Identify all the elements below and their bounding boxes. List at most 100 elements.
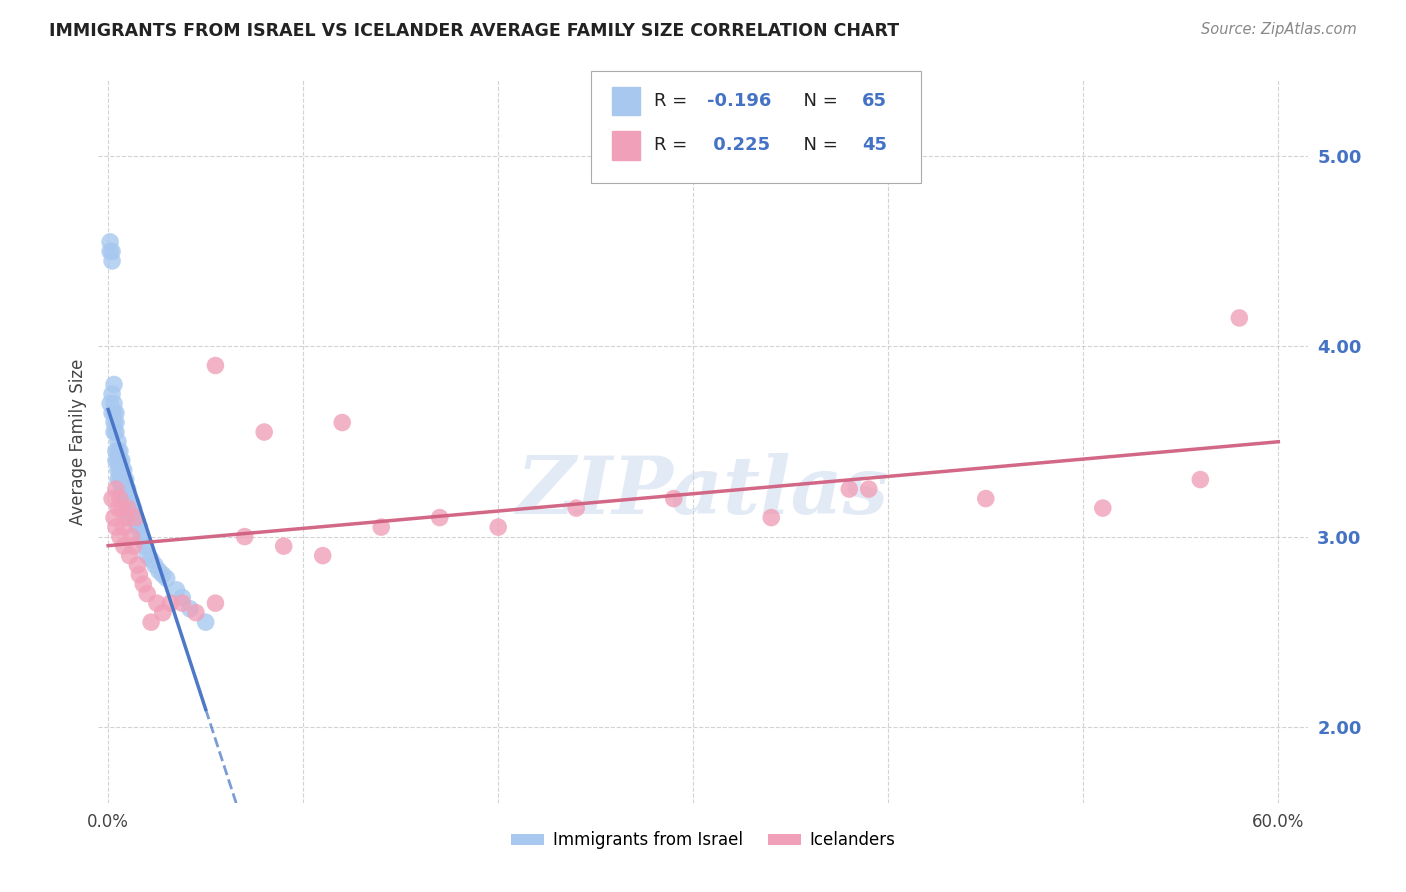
Point bbox=[184, 606, 207, 620]
Point bbox=[107, 473, 129, 487]
Point bbox=[117, 491, 139, 506]
Point bbox=[98, 244, 121, 259]
Point bbox=[124, 510, 146, 524]
Text: ZIPatlas: ZIPatlas bbox=[517, 453, 889, 531]
Text: -0.196: -0.196 bbox=[707, 92, 772, 110]
Point bbox=[104, 482, 127, 496]
Point bbox=[114, 473, 136, 487]
Point bbox=[111, 473, 134, 487]
Point bbox=[101, 244, 124, 259]
Point bbox=[143, 558, 166, 573]
Point bbox=[139, 552, 162, 566]
Point bbox=[172, 596, 194, 610]
Point bbox=[132, 533, 155, 548]
Point bbox=[112, 463, 135, 477]
Point bbox=[101, 491, 124, 506]
Point bbox=[111, 501, 134, 516]
Point bbox=[194, 615, 217, 630]
Point bbox=[134, 539, 156, 553]
Point bbox=[838, 482, 860, 496]
Point bbox=[111, 482, 134, 496]
Text: 0.225: 0.225 bbox=[707, 136, 770, 154]
Point bbox=[114, 482, 136, 496]
Point bbox=[204, 596, 226, 610]
Point bbox=[139, 615, 162, 630]
Point bbox=[152, 606, 174, 620]
Point bbox=[136, 549, 159, 563]
Point bbox=[127, 515, 149, 529]
Point bbox=[156, 571, 179, 585]
Point bbox=[117, 501, 139, 516]
Point bbox=[124, 510, 146, 524]
Point bbox=[118, 491, 141, 506]
Y-axis label: Average Family Size: Average Family Size bbox=[69, 359, 87, 524]
Point bbox=[253, 425, 276, 439]
Text: IMMIGRANTS FROM ISRAEL VS ICELANDER AVERAGE FAMILY SIZE CORRELATION CHART: IMMIGRANTS FROM ISRAEL VS ICELANDER AVER… bbox=[49, 22, 900, 40]
Point bbox=[136, 587, 159, 601]
Point bbox=[330, 416, 353, 430]
Point bbox=[122, 510, 145, 524]
Point bbox=[165, 582, 187, 597]
Point bbox=[112, 491, 135, 506]
Text: 65: 65 bbox=[862, 92, 887, 110]
Point bbox=[121, 507, 143, 521]
Legend: Immigrants from Israel, Icelanders: Immigrants from Israel, Icelanders bbox=[505, 824, 901, 856]
Point bbox=[122, 501, 145, 516]
Point bbox=[112, 473, 135, 487]
Point bbox=[233, 530, 256, 544]
Point bbox=[1091, 501, 1114, 516]
Point bbox=[111, 463, 134, 477]
Point bbox=[112, 520, 135, 534]
Point bbox=[114, 510, 136, 524]
Point bbox=[108, 491, 131, 506]
Point bbox=[179, 602, 201, 616]
Point bbox=[104, 520, 127, 534]
Point bbox=[370, 520, 392, 534]
Point bbox=[112, 539, 135, 553]
Text: R =: R = bbox=[654, 136, 693, 154]
Point bbox=[121, 495, 143, 509]
Point bbox=[103, 416, 125, 430]
Point bbox=[108, 444, 131, 458]
Point bbox=[121, 530, 143, 544]
Point bbox=[1189, 473, 1212, 487]
Point bbox=[101, 406, 124, 420]
Text: 45: 45 bbox=[862, 136, 887, 154]
Point bbox=[101, 253, 124, 268]
Point bbox=[117, 482, 139, 496]
Point bbox=[127, 520, 149, 534]
Point bbox=[662, 491, 685, 506]
Point bbox=[103, 425, 125, 439]
Point bbox=[128, 567, 150, 582]
Text: R =: R = bbox=[654, 92, 693, 110]
Point bbox=[111, 453, 134, 467]
Point bbox=[127, 558, 149, 573]
Point bbox=[107, 463, 129, 477]
Point bbox=[98, 396, 121, 410]
Point bbox=[103, 396, 125, 410]
Point bbox=[108, 463, 131, 477]
Point bbox=[98, 235, 121, 249]
Point bbox=[132, 577, 155, 591]
Point bbox=[128, 520, 150, 534]
Point bbox=[159, 596, 181, 610]
Point bbox=[118, 510, 141, 524]
Point bbox=[104, 425, 127, 439]
Point bbox=[146, 596, 169, 610]
Point bbox=[429, 510, 451, 524]
Point bbox=[104, 416, 127, 430]
Point bbox=[108, 473, 131, 487]
Point bbox=[312, 549, 335, 563]
Text: N =: N = bbox=[792, 92, 844, 110]
Point bbox=[152, 567, 174, 582]
Point bbox=[486, 520, 509, 534]
Point bbox=[858, 482, 880, 496]
Point bbox=[1227, 310, 1250, 325]
Point bbox=[122, 539, 145, 553]
Point bbox=[974, 491, 997, 506]
Text: Source: ZipAtlas.com: Source: ZipAtlas.com bbox=[1201, 22, 1357, 37]
Point bbox=[103, 377, 125, 392]
Point bbox=[131, 530, 153, 544]
Point bbox=[112, 482, 135, 496]
Point bbox=[107, 501, 129, 516]
